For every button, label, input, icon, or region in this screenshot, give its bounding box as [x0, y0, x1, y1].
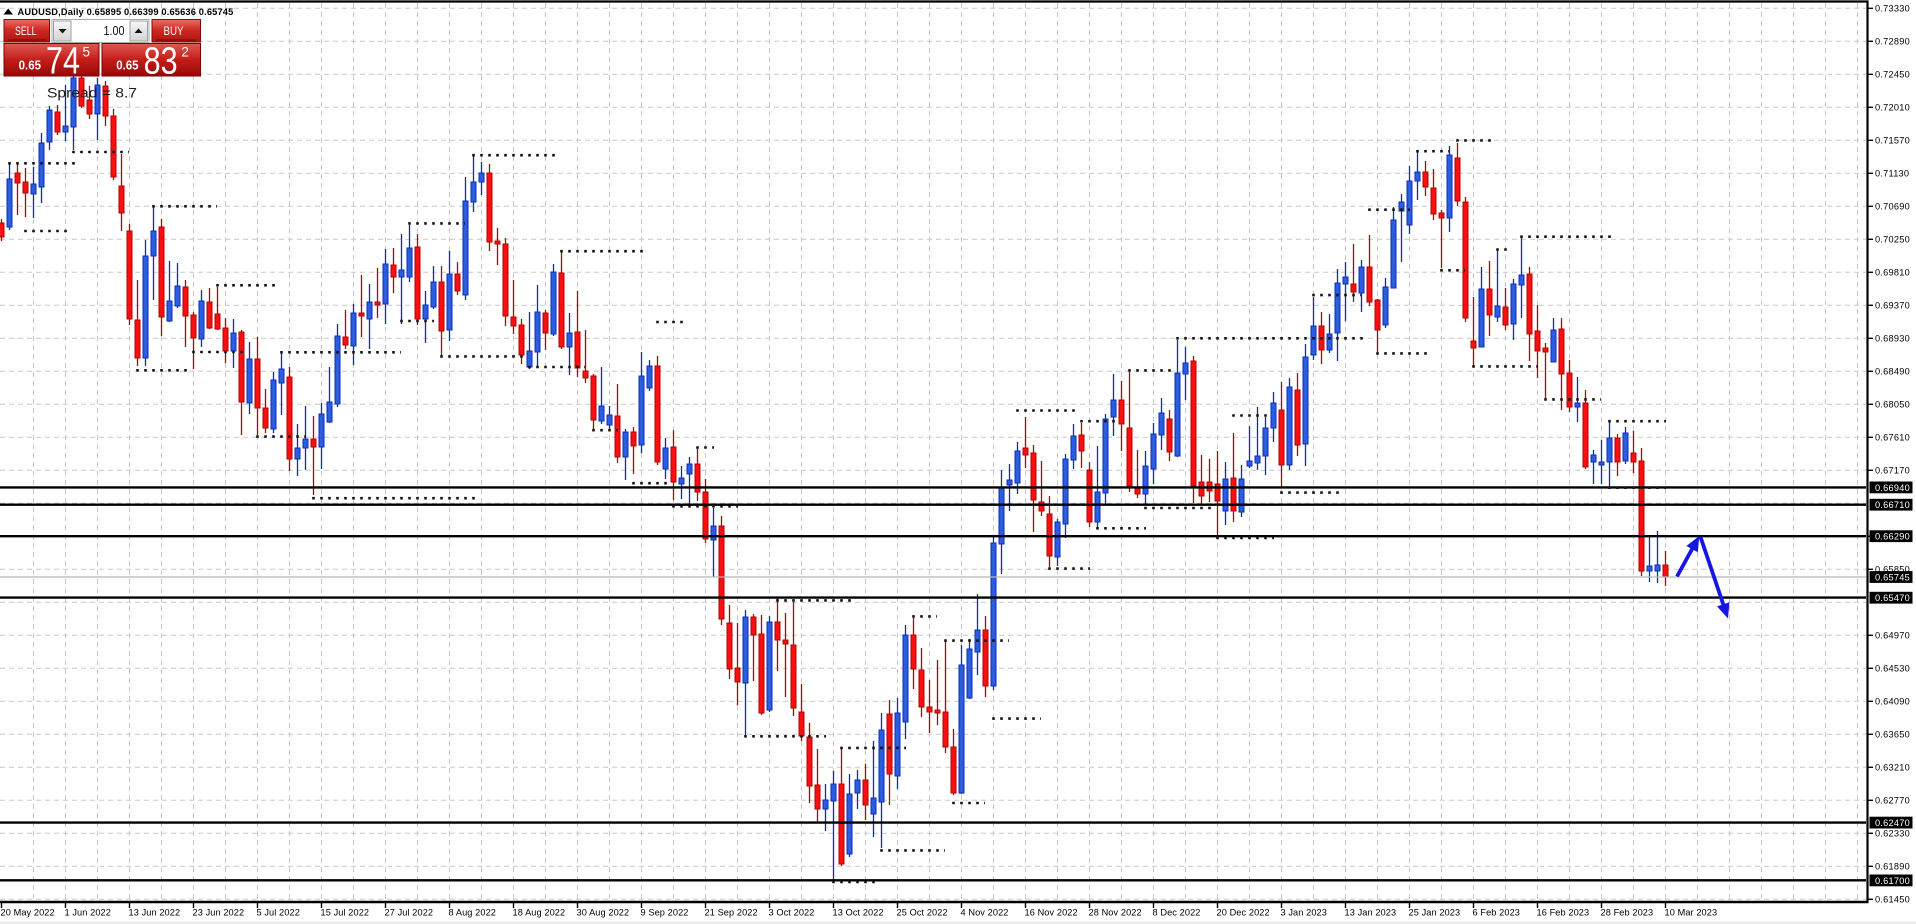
svg-text:0.62770: 0.62770	[1875, 796, 1910, 806]
svg-text:0.65745: 0.65745	[1875, 572, 1910, 582]
svg-text:3 Oct 2022: 3 Oct 2022	[769, 908, 815, 918]
svg-text:0.64530: 0.64530	[1875, 664, 1910, 674]
svg-text:5: 5	[83, 45, 91, 60]
svg-text:0.68930: 0.68930	[1875, 334, 1910, 344]
svg-text:0.64970: 0.64970	[1875, 631, 1910, 641]
svg-text:0.72890: 0.72890	[1875, 37, 1910, 47]
svg-text:28 Nov 2022: 28 Nov 2022	[1089, 908, 1142, 918]
svg-text:13 Oct 2022: 13 Oct 2022	[833, 908, 884, 918]
svg-text:1.00: 1.00	[104, 24, 125, 38]
svg-text:0.66940: 0.66940	[1875, 483, 1910, 493]
svg-text:0.64090: 0.64090	[1875, 697, 1910, 707]
svg-text:0.62470: 0.62470	[1875, 818, 1910, 828]
svg-text:BUY: BUY	[164, 26, 184, 38]
svg-text:0.61450: 0.61450	[1875, 895, 1910, 905]
svg-text:83: 83	[144, 41, 178, 83]
svg-text:9 Sep 2022: 9 Sep 2022	[641, 908, 689, 918]
svg-text:1 Jun 2022: 1 Jun 2022	[65, 908, 111, 918]
svg-text:0.65470: 0.65470	[1875, 593, 1910, 603]
svg-text:0.65: 0.65	[116, 57, 138, 72]
svg-text:16 Feb 2023: 16 Feb 2023	[1537, 908, 1590, 918]
svg-text:5 Jul 2022: 5 Jul 2022	[257, 908, 300, 918]
svg-text:25 Jan 2023: 25 Jan 2023	[1409, 908, 1461, 918]
svg-text:0.70250: 0.70250	[1875, 235, 1910, 245]
svg-text:0.71130: 0.71130	[1875, 169, 1909, 179]
svg-text:0.61890: 0.61890	[1875, 862, 1910, 872]
svg-text:0.69810: 0.69810	[1875, 268, 1910, 278]
svg-text:13 Jun 2022: 13 Jun 2022	[129, 908, 181, 918]
svg-text:0.72010: 0.72010	[1875, 103, 1910, 113]
svg-text:4 Nov 2022: 4 Nov 2022	[961, 908, 1009, 918]
svg-text:6 Feb 2023: 6 Feb 2023	[1473, 908, 1521, 918]
svg-text:8 Aug 2022: 8 Aug 2022	[449, 908, 497, 918]
svg-text:18 Aug 2022: 18 Aug 2022	[513, 908, 566, 918]
svg-text:23 Jun 2022: 23 Jun 2022	[193, 908, 245, 918]
svg-text:0.67610: 0.67610	[1875, 433, 1910, 443]
svg-text:0.68490: 0.68490	[1875, 367, 1910, 377]
svg-text:0.61700: 0.61700	[1875, 876, 1910, 886]
svg-text:0.63650: 0.63650	[1875, 730, 1910, 740]
svg-text:0.62330: 0.62330	[1875, 829, 1910, 839]
svg-text:20 Dec 2022: 20 Dec 2022	[1217, 908, 1270, 918]
svg-text:28 Feb 2023: 28 Feb 2023	[1601, 908, 1654, 918]
svg-text:0.69370: 0.69370	[1875, 301, 1910, 311]
svg-text:10 Mar 2023: 10 Mar 2023	[1665, 908, 1718, 918]
svg-text:0.70690: 0.70690	[1875, 202, 1910, 212]
svg-text:15 Jul 2022: 15 Jul 2022	[321, 908, 370, 918]
svg-text:0.66290: 0.66290	[1875, 532, 1910, 542]
svg-text:0.68050: 0.68050	[1875, 400, 1910, 410]
svg-text:21 Sep 2022: 21 Sep 2022	[705, 908, 758, 918]
svg-text:3 Jan 2023: 3 Jan 2023	[1281, 908, 1327, 918]
svg-text:0.73330: 0.73330	[1875, 4, 1910, 14]
svg-text:16 Nov 2022: 16 Nov 2022	[1025, 908, 1078, 918]
svg-text:8 Dec 2022: 8 Dec 2022	[1153, 908, 1201, 918]
svg-text:0.65: 0.65	[19, 57, 41, 72]
svg-text:2: 2	[181, 45, 189, 60]
svg-text:Spread = 8.7: Spread = 8.7	[47, 86, 137, 101]
svg-text:0.67170: 0.67170	[1875, 466, 1910, 476]
svg-text:0.72450: 0.72450	[1875, 70, 1910, 80]
svg-text:74: 74	[46, 41, 80, 83]
svg-text:25 Oct 2022: 25 Oct 2022	[897, 908, 948, 918]
svg-text:0.71570: 0.71570	[1875, 136, 1910, 146]
svg-text:0.65850: 0.65850	[1875, 565, 1910, 575]
svg-text:20 May 2022: 20 May 2022	[1, 908, 55, 918]
svg-text:27 Jul 2022: 27 Jul 2022	[385, 908, 434, 918]
svg-text:30 Aug 2022: 30 Aug 2022	[577, 908, 630, 918]
svg-text:0.66710: 0.66710	[1875, 500, 1910, 510]
svg-text:0.63210: 0.63210	[1875, 763, 1910, 773]
svg-text:SELL: SELL	[15, 26, 37, 38]
svg-text:AUDUSD,Daily 0.65895 0.66399: AUDUSD,Daily 0.65895 0.66399 0.65636 0.6…	[18, 7, 234, 17]
svg-text:13 Jan 2023: 13 Jan 2023	[1345, 908, 1397, 918]
